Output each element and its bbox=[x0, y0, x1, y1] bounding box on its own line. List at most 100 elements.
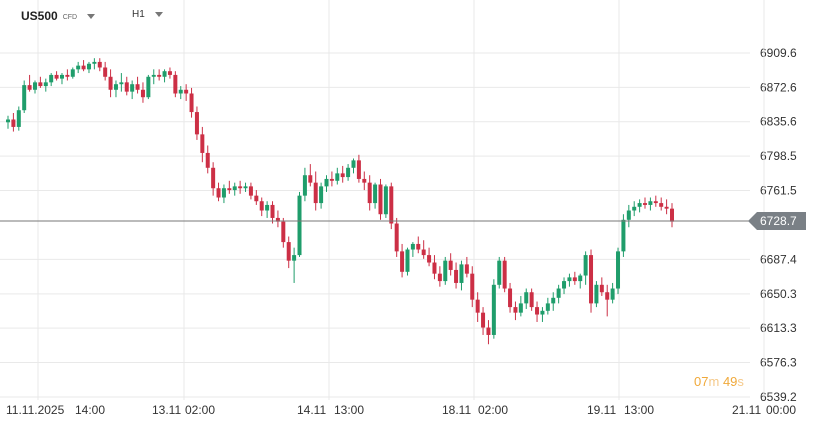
y-tick-label: 6539.2 bbox=[760, 390, 797, 404]
candle-bearish bbox=[270, 204, 275, 218]
candle-bearish bbox=[421, 249, 426, 256]
candle-bullish bbox=[297, 195, 302, 256]
candle-bearish bbox=[599, 284, 604, 293]
candle-bearish bbox=[286, 242, 291, 261]
candle-bullish bbox=[6, 119, 10, 123]
candle-bullish bbox=[178, 89, 183, 94]
candle-bearish bbox=[367, 182, 372, 204]
candle-bearish bbox=[238, 186, 243, 189]
candle-countdown: 07m 49s bbox=[694, 374, 744, 389]
candle-bullish bbox=[346, 167, 351, 178]
candle-bearish bbox=[189, 93, 194, 113]
candle-bullish bbox=[43, 82, 48, 87]
candle-bearish bbox=[664, 206, 669, 209]
y-tick-label: 6576.3 bbox=[760, 356, 797, 370]
candle-bearish bbox=[356, 160, 361, 179]
candle-bullish bbox=[151, 74, 156, 77]
x-tick-label: 13:00 bbox=[334, 403, 364, 417]
candle-bearish bbox=[513, 307, 518, 313]
candle-bearish bbox=[27, 85, 32, 90]
candle-bullish bbox=[265, 204, 270, 211]
candle-bullish bbox=[319, 186, 324, 204]
candle-bullish bbox=[567, 277, 572, 282]
candle-bearish bbox=[108, 76, 113, 90]
candle-bullish bbox=[383, 186, 388, 215]
candle-bearish bbox=[329, 178, 334, 181]
candle-bearish bbox=[103, 67, 108, 77]
x-tick-label: 00:00 bbox=[766, 403, 796, 417]
chevron-down-icon bbox=[154, 12, 163, 17]
candle-bearish bbox=[227, 188, 232, 191]
candle-bullish bbox=[443, 260, 448, 282]
candle-bullish bbox=[578, 275, 583, 282]
countdown-minutes: 07 bbox=[694, 374, 709, 389]
candle-bullish bbox=[556, 288, 561, 298]
y-tick-label: 6613.3 bbox=[760, 321, 797, 335]
x-tick-label: 14:00 bbox=[75, 403, 105, 417]
x-tick-label: 02:00 bbox=[185, 403, 215, 417]
current-price-label: 6728.7 bbox=[760, 214, 797, 228]
candle-bearish bbox=[140, 89, 145, 98]
candle-bearish bbox=[464, 264, 469, 274]
x-tick-label: 19.11 bbox=[587, 403, 616, 417]
chevron-down-icon bbox=[87, 13, 96, 19]
candle-bearish bbox=[38, 82, 43, 87]
candle-bullish bbox=[32, 82, 37, 90]
candle-bullish bbox=[524, 292, 529, 304]
candle-bullish bbox=[351, 160, 356, 168]
candle-bearish bbox=[362, 178, 367, 183]
y-tick-label: 6835.6 bbox=[760, 115, 797, 129]
candle-bullish bbox=[92, 61, 97, 64]
x-tick-label: 14.11 bbox=[297, 403, 326, 417]
x-tick-label: 11.11.2025 bbox=[6, 403, 65, 417]
candle-bullish bbox=[551, 297, 556, 304]
candle-bullish bbox=[583, 255, 588, 276]
candle-bearish bbox=[216, 188, 221, 198]
candle-bullish bbox=[49, 74, 54, 83]
candle-bullish bbox=[610, 288, 615, 300]
candle-bullish bbox=[545, 303, 550, 311]
candle-bearish bbox=[481, 312, 486, 328]
timeframe-selector[interactable]: H1 bbox=[132, 9, 163, 20]
candle-bearish bbox=[378, 184, 383, 215]
candle-bullish bbox=[221, 188, 226, 198]
candle-bullish bbox=[16, 110, 21, 127]
candle-bullish bbox=[410, 243, 415, 250]
candle-bullish bbox=[648, 201, 653, 205]
candle-bullish bbox=[491, 284, 496, 335]
candle-bearish bbox=[508, 288, 513, 308]
candle-bullish bbox=[302, 175, 307, 196]
candle-bearish bbox=[416, 243, 421, 250]
y-tick-label: 6761.5 bbox=[760, 184, 797, 198]
candle-bullish bbox=[130, 84, 135, 92]
candle-bearish bbox=[400, 251, 405, 272]
candle-bullish bbox=[119, 82, 124, 85]
candle-bearish bbox=[470, 273, 475, 300]
symbol-selector[interactable]: US500 CFD bbox=[21, 9, 96, 23]
candle-bearish bbox=[200, 134, 205, 153]
candle-bullish bbox=[405, 249, 410, 272]
x-tick-label: 13.11 bbox=[152, 403, 181, 417]
candle-bearish bbox=[454, 269, 459, 283]
current-price-badge bbox=[748, 212, 806, 231]
candle-bullish bbox=[373, 184, 378, 204]
candle-bearish bbox=[167, 71, 172, 75]
candle-bearish bbox=[157, 74, 162, 77]
candle-bearish bbox=[205, 152, 210, 168]
candle-bullish bbox=[86, 63, 91, 70]
candle-bearish bbox=[659, 203, 664, 207]
candle-bullish bbox=[562, 281, 567, 289]
candle-bearish bbox=[670, 208, 674, 222]
candle-bearish bbox=[427, 255, 432, 263]
candle-bearish bbox=[643, 203, 648, 205]
candle-bullish bbox=[113, 84, 118, 90]
countdown-minutes-unit: m bbox=[708, 374, 720, 389]
candle-bearish bbox=[173, 74, 178, 94]
candle-bearish bbox=[529, 292, 534, 308]
candle-bearish bbox=[308, 175, 313, 183]
symbol-type-badge: CFD bbox=[62, 13, 78, 21]
candle-bearish bbox=[437, 273, 442, 282]
candle-bearish bbox=[653, 201, 658, 204]
